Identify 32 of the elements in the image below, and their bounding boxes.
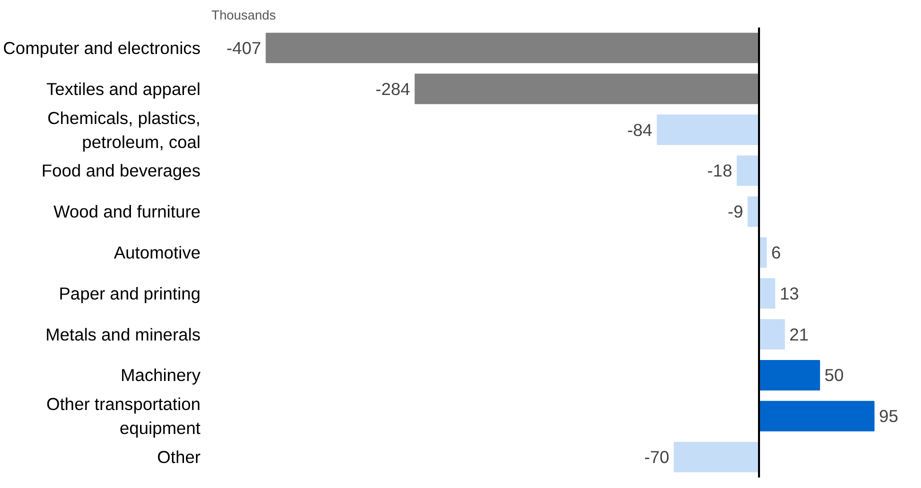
y-tick-label: Automotive <box>114 242 201 262</box>
data-label: 13 <box>780 283 800 304</box>
bar <box>674 442 760 472</box>
data-label: -407 <box>226 38 262 58</box>
y-tick-label: Wood and furniture <box>53 202 200 222</box>
bar <box>736 155 760 186</box>
chart-subtitle: Thousands <box>212 8 276 22</box>
bar <box>656 114 760 145</box>
bar <box>758 278 776 309</box>
data-label: -9 <box>728 202 744 222</box>
y-tick-label: Metals and minerals <box>45 324 201 344</box>
y-tick-label: Chemicals, plastics, petroleum, coal <box>47 108 201 152</box>
y-tick-label: Machinery <box>120 365 201 386</box>
data-label: 50 <box>824 365 844 386</box>
data-label: 21 <box>789 324 809 344</box>
bar <box>758 319 785 350</box>
bar <box>414 74 760 104</box>
y-tick-label: Other <box>157 447 201 468</box>
y-tick-label: Other transportation equipment <box>46 394 201 438</box>
data-label: -284 <box>375 78 410 99</box>
y-tick-label: Computer and electronics <box>3 38 201 58</box>
data-label: 6 <box>771 242 781 262</box>
bar <box>758 360 820 390</box>
bar <box>266 32 760 64</box>
y-tick-label: Textiles and apparel <box>46 78 201 99</box>
bar <box>758 400 875 432</box>
data-label: -18 <box>707 160 732 181</box>
data-label: -84 <box>627 120 653 140</box>
y-tick-label: Food and beverages <box>42 160 201 181</box>
data-label: -70 <box>644 447 670 468</box>
data-label: 95 <box>879 406 898 426</box>
y-tick-label: Paper and printing <box>58 283 201 304</box>
